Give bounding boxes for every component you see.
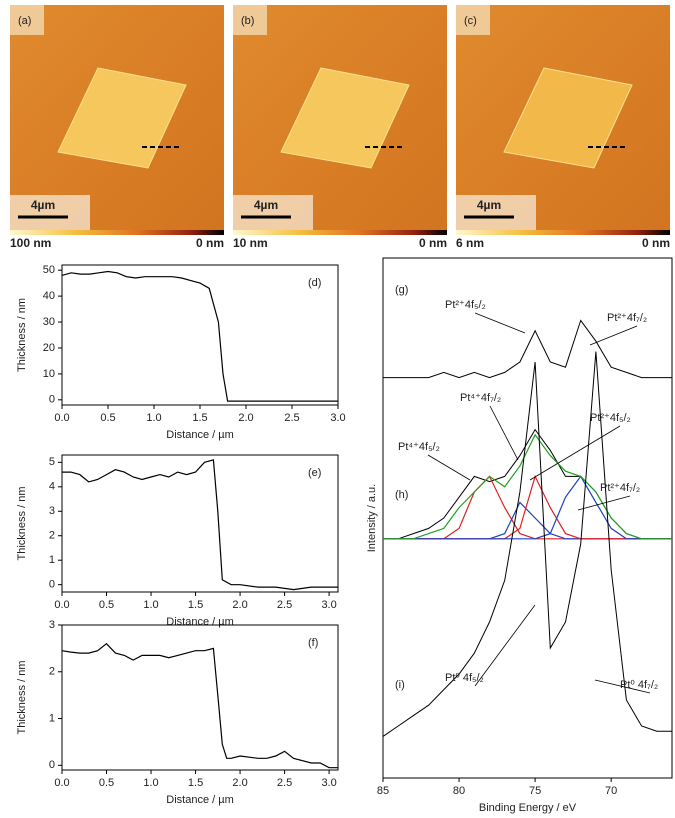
x-tick-label: 1.0: [143, 777, 158, 789]
y-tick-label: 4: [49, 481, 55, 493]
y-tick-label: 1: [49, 712, 55, 724]
x-axis-label: Distance / µm: [166, 794, 233, 806]
panel-label: (b): [241, 15, 254, 27]
x-tick-label: 1.0: [146, 412, 161, 424]
y-tick-label: 10: [43, 368, 55, 380]
x-tick-label: 2.0: [232, 777, 247, 789]
panel-label: (d): [308, 277, 321, 289]
y-tick-label: 30: [43, 316, 55, 328]
x-tick-label: 2.5: [284, 412, 299, 424]
y-tick-label: 2: [49, 530, 55, 542]
peak-pointer: [578, 496, 630, 510]
colorbar-min: 0 nm: [642, 236, 670, 250]
plot-frame: [62, 265, 338, 405]
x-tick-label: 1.5: [188, 777, 203, 789]
plot-frame: [62, 455, 338, 592]
y-tick-label: 5: [49, 456, 55, 468]
peak-pointer: [475, 313, 525, 333]
x-tick-label: 2.0: [238, 412, 253, 424]
page: {"images": [ {"label": "(a)", "scale_bar…: [0, 0, 675, 818]
peak-label: Pt²⁺4f₅/₂: [445, 299, 486, 311]
colorbar-min: 0 nm: [196, 236, 224, 250]
x-tick-label: 3.0: [330, 412, 345, 424]
peak-pointer: [530, 426, 620, 480]
afm-image: (a) 4µm: [10, 5, 224, 230]
panel-label: (e): [308, 467, 321, 479]
x-tick-label: 0.5: [100, 412, 115, 424]
panel-label: (h): [395, 489, 408, 501]
peak-label: Pt²⁺4f₇/₂: [600, 482, 640, 494]
y-tick-label: 20: [43, 342, 55, 354]
profile-curve: [62, 644, 338, 768]
y-tick-label: 1: [49, 554, 55, 566]
panel-label: (i): [395, 679, 405, 691]
y-tick-label: 0: [49, 579, 55, 591]
peak-label: Pt⁰ 4f₇/₂: [620, 679, 658, 691]
y-axis-label: Thickness / nm: [16, 298, 28, 372]
profile-curve: [62, 272, 338, 402]
colorbar: [456, 230, 670, 235]
x-tick-label: 85: [377, 785, 389, 797]
x-tick-label: 2.5: [277, 777, 292, 789]
x-axis-label: Distance / µm: [166, 429, 233, 441]
panel-label: (g): [395, 284, 408, 296]
spectrum: [383, 502, 672, 538]
colorbar-max: 100 nm: [10, 236, 51, 250]
colorbar: [10, 230, 224, 235]
x-tick-label: 70: [605, 785, 617, 797]
y-tick-label: 40: [43, 290, 55, 302]
peak-pointer: [590, 326, 637, 345]
x-tick-label: 2.0: [232, 599, 247, 611]
y-tick-label: 50: [43, 264, 55, 276]
x-tick-label: 2.5: [277, 599, 292, 611]
y-tick-label: 0: [49, 759, 55, 771]
panel-label: (c): [464, 15, 477, 27]
panel-label: (a): [18, 15, 31, 27]
scale-label: 4µm: [254, 198, 278, 212]
x-tick-label: 0.0: [54, 412, 69, 424]
colorbar-max: 6 nm: [456, 236, 484, 250]
x-tick-label: 0.0: [54, 599, 69, 611]
y-tick-label: 0: [49, 394, 55, 406]
x-tick-label: 1.5: [188, 599, 203, 611]
y-tick-label: 3: [49, 619, 55, 631]
y-axis-label: Thickness / nm: [16, 487, 28, 561]
x-tick-label: 1.5: [192, 412, 207, 424]
x-tick-label: 80: [453, 785, 465, 797]
x-tick-label: 0.5: [99, 599, 114, 611]
x-tick-label: 0.5: [99, 777, 114, 789]
peak-pointer: [490, 406, 518, 460]
colorbar-max: 10 nm: [233, 236, 268, 250]
peak-pointer: [475, 605, 535, 686]
colorbar-min: 0 nm: [419, 236, 447, 250]
x-tick-label: 1.0: [143, 599, 158, 611]
profile-curve: [62, 460, 338, 590]
plot-frame: [383, 258, 672, 778]
x-tick-label: 0.0: [54, 777, 69, 789]
scale-label: 4µm: [477, 198, 501, 212]
peak-label: Pt⁴⁺4f₅/₂: [398, 441, 440, 453]
y-axis-label: Thickness / nm: [16, 661, 28, 735]
colorbar: [233, 230, 447, 235]
figure: (a)4µm100 nm0 nm(b)4µm10 nm0 nm(c)4µm6 n…: [0, 0, 675, 818]
y-axis-label: Intensity / a.u.: [366, 484, 378, 552]
afm-image: (c) 4µm: [456, 5, 670, 230]
y-tick-label: 3: [49, 505, 55, 517]
scale-label: 4µm: [31, 198, 55, 212]
x-axis-label: Distance / µm: [166, 616, 233, 628]
peak-label: Pt²⁺4f₅/₂: [590, 412, 631, 424]
x-tick-label: 3.0: [321, 777, 336, 789]
x-tick-label: 3.0: [321, 599, 336, 611]
afm-image: (b) 4µm: [233, 5, 447, 230]
x-axis-label: Binding Energy / eV: [479, 802, 577, 814]
peak-pointer: [428, 455, 470, 480]
peak-label: Pt²⁺4f₇/₂: [607, 312, 647, 324]
panel-label: (f): [308, 637, 318, 649]
x-tick-label: 75: [529, 785, 541, 797]
peak-label: Pt⁴⁺4f₇/₂: [460, 392, 501, 404]
y-tick-label: 2: [49, 666, 55, 678]
